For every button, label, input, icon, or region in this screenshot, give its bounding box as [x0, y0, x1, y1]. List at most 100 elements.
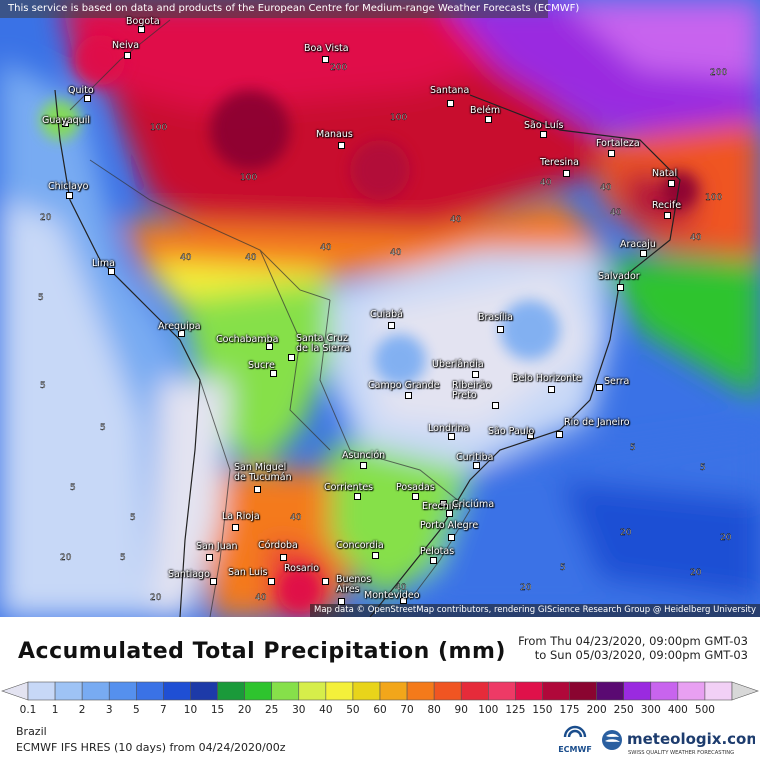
city-label-lima: Lima: [92, 258, 116, 269]
contour-label: 100: [390, 113, 407, 123]
contour-label: 40: [290, 513, 302, 523]
legend-title: Accumulated Total Precipitation (mm): [18, 639, 506, 664]
city-label-cordoba: Córdoba: [258, 540, 298, 551]
scale-cell: [54, 681, 83, 701]
contour-label: 5: [100, 423, 106, 433]
city-label-arequipa: Arequipa: [158, 321, 201, 332]
city-label-curitiba: Curitiba: [456, 452, 494, 463]
contour-label: 20: [40, 213, 52, 223]
contour-label: 20: [690, 568, 702, 578]
contour-label: 40: [395, 583, 407, 593]
contour-label: 20: [520, 583, 532, 593]
city-label-santa-cruz: Santa Cruz de la Sierra: [296, 333, 351, 354]
brand-name: meteologix.com: [627, 730, 755, 748]
city-marker: [556, 431, 563, 438]
contour-label: 5: [130, 513, 136, 523]
scale-tick-label: 0.1: [19, 704, 37, 716]
city-marker: [446, 510, 453, 517]
contour-label: 20: [150, 593, 162, 603]
contour-label: 40: [600, 183, 612, 193]
color-scale: [1, 681, 759, 701]
contour-label: 5: [40, 381, 46, 391]
city-label-cuiaba: Cuiabá: [370, 309, 403, 320]
city-marker: [108, 268, 115, 275]
city-label-asuncion: Asunción: [342, 450, 386, 461]
scale-tick-label: 15: [210, 704, 225, 716]
scale-cell: [488, 681, 516, 701]
city-label-santiago: Santiago: [168, 569, 210, 580]
city-marker: [548, 386, 555, 393]
scale-tick-label: 150: [532, 704, 553, 716]
ecmwf-logo-text: ECMWF: [558, 745, 592, 754]
city-label-brasilia: Brasília: [478, 312, 513, 323]
city-label-belo-horizonte: Belo Horizonte: [512, 373, 582, 384]
city-label-tucuman: San Miguel de Tucumán: [234, 462, 292, 483]
scale-cell: [406, 681, 435, 701]
scale-cell: [136, 681, 164, 701]
ecmwf-logo[interactable]: ECMWF: [555, 725, 595, 755]
map-attribution[interactable]: Map data © OpenStreetMap contributors, r…: [310, 604, 760, 617]
city-label-rosario: Rosario: [284, 563, 320, 574]
scale-cell: [460, 681, 489, 701]
city-label-sao-paulo: São Paulo: [488, 426, 535, 437]
scale-ticks: 0.1 1 2 3 5 7 10 15 20 25 30 40 50 60 70 80 90 100 125 150 1…: [0, 704, 760, 718]
city-marker: [266, 343, 273, 350]
scale-tick-label: 10: [183, 704, 198, 716]
scale-tick-label: 50: [346, 704, 360, 716]
city-marker: [447, 100, 454, 107]
scale-cell: [542, 681, 570, 701]
scale-tick-label: 100: [478, 704, 499, 716]
region-label: Brazil: [16, 725, 47, 738]
city-label-neiva: Neiva: [112, 40, 140, 51]
city-label-buenos-aires: Buenos Aires: [336, 574, 372, 595]
city-marker: [322, 578, 329, 585]
scale-tick-label: 90: [454, 704, 468, 716]
city-label-san-luis: San Luis: [228, 567, 268, 578]
city-label-boa-vista: Boa Vista: [304, 43, 349, 54]
scale-arrow-low: [1, 681, 29, 701]
city-label-quito: Quito: [68, 85, 94, 96]
scale-cell: [704, 681, 733, 701]
city-marker: [472, 371, 479, 378]
city-marker: [372, 552, 379, 559]
city-marker: [664, 212, 671, 219]
contour-label: 40: [180, 253, 192, 263]
city-marker: [322, 56, 329, 63]
city-label-rio-de-janeiro: Rio de Janeiro: [564, 417, 630, 428]
period-to: to Sun 05/03/2020, 09:00pm GMT-03: [534, 648, 748, 662]
contour-label: 40: [690, 233, 702, 243]
meteologix-logo[interactable]: meteologix.com SWISS QUALITY WEATHER FOR…: [600, 727, 755, 757]
city-marker: [254, 486, 261, 493]
city-marker: [280, 554, 287, 561]
city-marker: [448, 534, 455, 541]
scale-tick-label: 5: [132, 704, 140, 716]
city-label-chiclayo: Chiclayo: [48, 181, 89, 192]
precipitation-map[interactable]: 5 5 5 5 5 5 20 20 20 40 40 40 40 40 40 40 40 40 100 100 100 1…: [0, 0, 760, 617]
scale-cell: [298, 681, 327, 701]
contour-label: 20: [60, 553, 72, 563]
contour-label: 100: [240, 173, 257, 183]
scale-cell: [163, 681, 191, 701]
city-marker: [497, 326, 504, 333]
city-label-ribeirao-preto: Ribeirão Preto: [452, 380, 492, 401]
city-label-montevideo: Montevideo: [364, 590, 420, 601]
scale-cell: [433, 681, 462, 701]
legend-panel: Accumulated Total Precipitation (mm) Fro…: [0, 617, 760, 760]
city-label-manaus: Manaus: [316, 129, 353, 140]
contour-label: 100: [150, 123, 167, 133]
city-label-sucre: Sucre: [248, 360, 275, 371]
scale-tick-label: 250: [613, 704, 634, 716]
contour-label: 5: [120, 553, 126, 563]
scale-cell: [217, 681, 245, 701]
contour-label: 20: [620, 528, 632, 538]
scale-cell: [352, 681, 381, 701]
scale-tick-label: 25: [265, 704, 279, 716]
contour-label: 40: [320, 243, 332, 253]
city-marker: [206, 554, 213, 561]
scale-tick-label: 3: [105, 704, 113, 716]
city-label-erechim: Erechim: [422, 501, 461, 512]
scale-cell: [244, 681, 272, 701]
scale-cell: [108, 681, 137, 701]
contour-label: 40: [450, 215, 462, 225]
city-label-natal: Natal: [652, 168, 678, 179]
